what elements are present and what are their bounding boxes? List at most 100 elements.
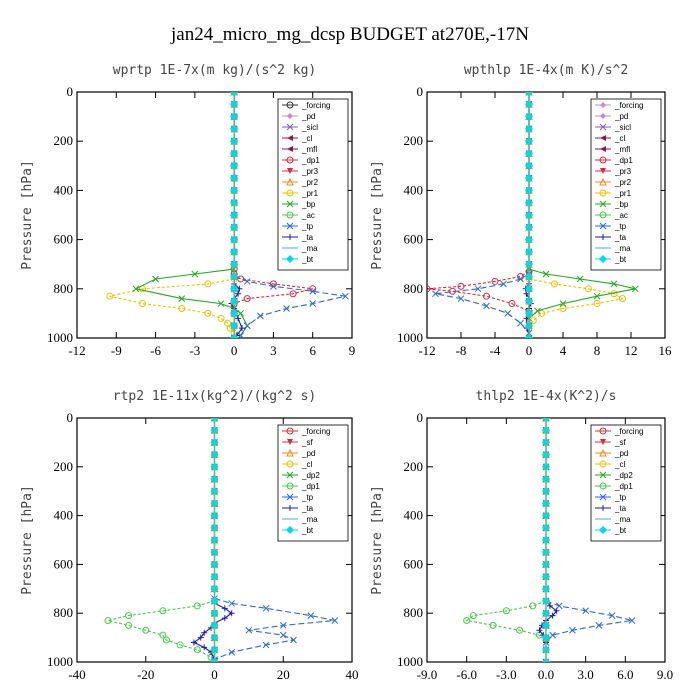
data-point (525, 247, 533, 256)
data-point (159, 607, 167, 615)
data-point (585, 285, 592, 293)
data-point (542, 548, 550, 557)
series-line-tp (545, 600, 633, 643)
series-line-tp (435, 273, 530, 334)
legend-label: _dp1 (301, 156, 320, 165)
data-point (525, 284, 533, 293)
data-point (230, 284, 239, 293)
x-tick-label: 16 (659, 343, 673, 358)
legend-marker (599, 471, 607, 479)
data-point (307, 612, 315, 619)
data-point (125, 621, 133, 629)
legend-label: _pd (614, 112, 628, 121)
data-point (529, 317, 537, 325)
chart-panel-2: wpthlp 1E-4x(m K)/s^2 Pressure [hPa] 0 200 4… (370, 63, 672, 358)
legend-label: _bp (301, 200, 316, 209)
y-tick-label: 1000 (47, 330, 73, 345)
legend-marker (287, 113, 293, 119)
data-point (239, 325, 245, 332)
legend-marker (599, 177, 607, 186)
y-tick-label: 1000 (397, 330, 423, 345)
data-point (469, 612, 477, 620)
legend-marker (286, 211, 294, 219)
legend-marker (599, 156, 607, 164)
data-point (491, 277, 499, 285)
data-point (542, 584, 550, 593)
y-tick-label: 800 (54, 605, 74, 620)
legend-marker (599, 460, 607, 468)
data-point (474, 285, 482, 293)
data-point (142, 626, 150, 634)
data-point (290, 636, 297, 644)
data-point (542, 609, 550, 618)
series-group (106, 92, 349, 338)
x-tick-label: 6 (309, 343, 316, 358)
series-group (463, 418, 636, 662)
legend-label: _bp (614, 200, 629, 209)
data-point (595, 622, 603, 629)
data-point (210, 523, 219, 532)
legend-marker (286, 123, 294, 131)
legend-label: _cl (614, 134, 625, 143)
legend-label: _sicl (614, 123, 631, 132)
data-point (217, 314, 225, 322)
x-tick-label: -4 (490, 343, 501, 358)
data-point (210, 621, 219, 630)
legend-label: _ma (614, 515, 631, 524)
x-tick-label: -12 (68, 343, 85, 358)
legend-label: _sicl (301, 123, 318, 132)
data-point (483, 292, 490, 300)
panel-title: thlp2 1E-4x(K^2)/s (476, 389, 617, 404)
legend-label: _dp2 (301, 471, 320, 480)
data-point (237, 310, 245, 317)
data-point (235, 315, 242, 322)
data-point (551, 280, 558, 288)
data-point (559, 304, 567, 312)
series-line-dp1 (107, 600, 215, 662)
data-point (525, 334, 533, 338)
data-point (593, 292, 601, 300)
data-point (542, 270, 550, 278)
legend-label: _dp1 (614, 482, 633, 491)
y-tick-label: 200 (404, 133, 424, 148)
x-tick-label: -12 (418, 343, 435, 358)
x-tick-label: 20 (277, 667, 290, 682)
data-point (427, 285, 431, 293)
chart-panel-3: rtp2 1E-11x(kg^2)/(kg^2 s) Pressure [hPa]… (20, 389, 359, 682)
data-point (210, 560, 219, 569)
legend-label: _ta (301, 504, 314, 513)
data-point (489, 621, 497, 629)
y-tick-label: 600 (404, 556, 424, 571)
y-tick-label: 1000 (47, 654, 73, 669)
y-tick-label: 0 (417, 410, 424, 425)
data-point (210, 609, 219, 618)
data-point (230, 260, 239, 269)
data-point (221, 615, 228, 622)
x-tick-label: 0 (211, 667, 218, 682)
legend-label: _pr1 (301, 189, 319, 198)
data-point (204, 280, 212, 288)
data-point (516, 626, 524, 634)
data-point (210, 597, 219, 605)
y-tick-label: 400 (54, 182, 74, 197)
legend-label: _bt (301, 255, 314, 264)
data-point (230, 297, 239, 306)
chart-panel-1: wprtp 1E-7x(m kg)/(s^2 kg) Pressure [hPa]… (20, 63, 355, 358)
data-point (525, 149, 533, 158)
data-point (569, 626, 576, 634)
y-tick-label: 800 (404, 605, 424, 620)
data-point (576, 275, 584, 283)
x-tick-label: 0 (231, 343, 238, 358)
legend: _forcing _sf _pd _cl _dp2 _dp1 _tp _ta _ma _bt (277, 424, 349, 542)
data-point (504, 310, 512, 317)
data-point (230, 235, 239, 244)
legend-label: _pd (301, 112, 315, 121)
data-point (555, 602, 563, 610)
data-point (283, 305, 290, 312)
legend-marker (286, 222, 294, 230)
data-point (210, 487, 219, 496)
data-point (457, 295, 465, 302)
legend-label: _bt (614, 526, 627, 535)
x-tick-label: 6.0 (617, 667, 633, 682)
